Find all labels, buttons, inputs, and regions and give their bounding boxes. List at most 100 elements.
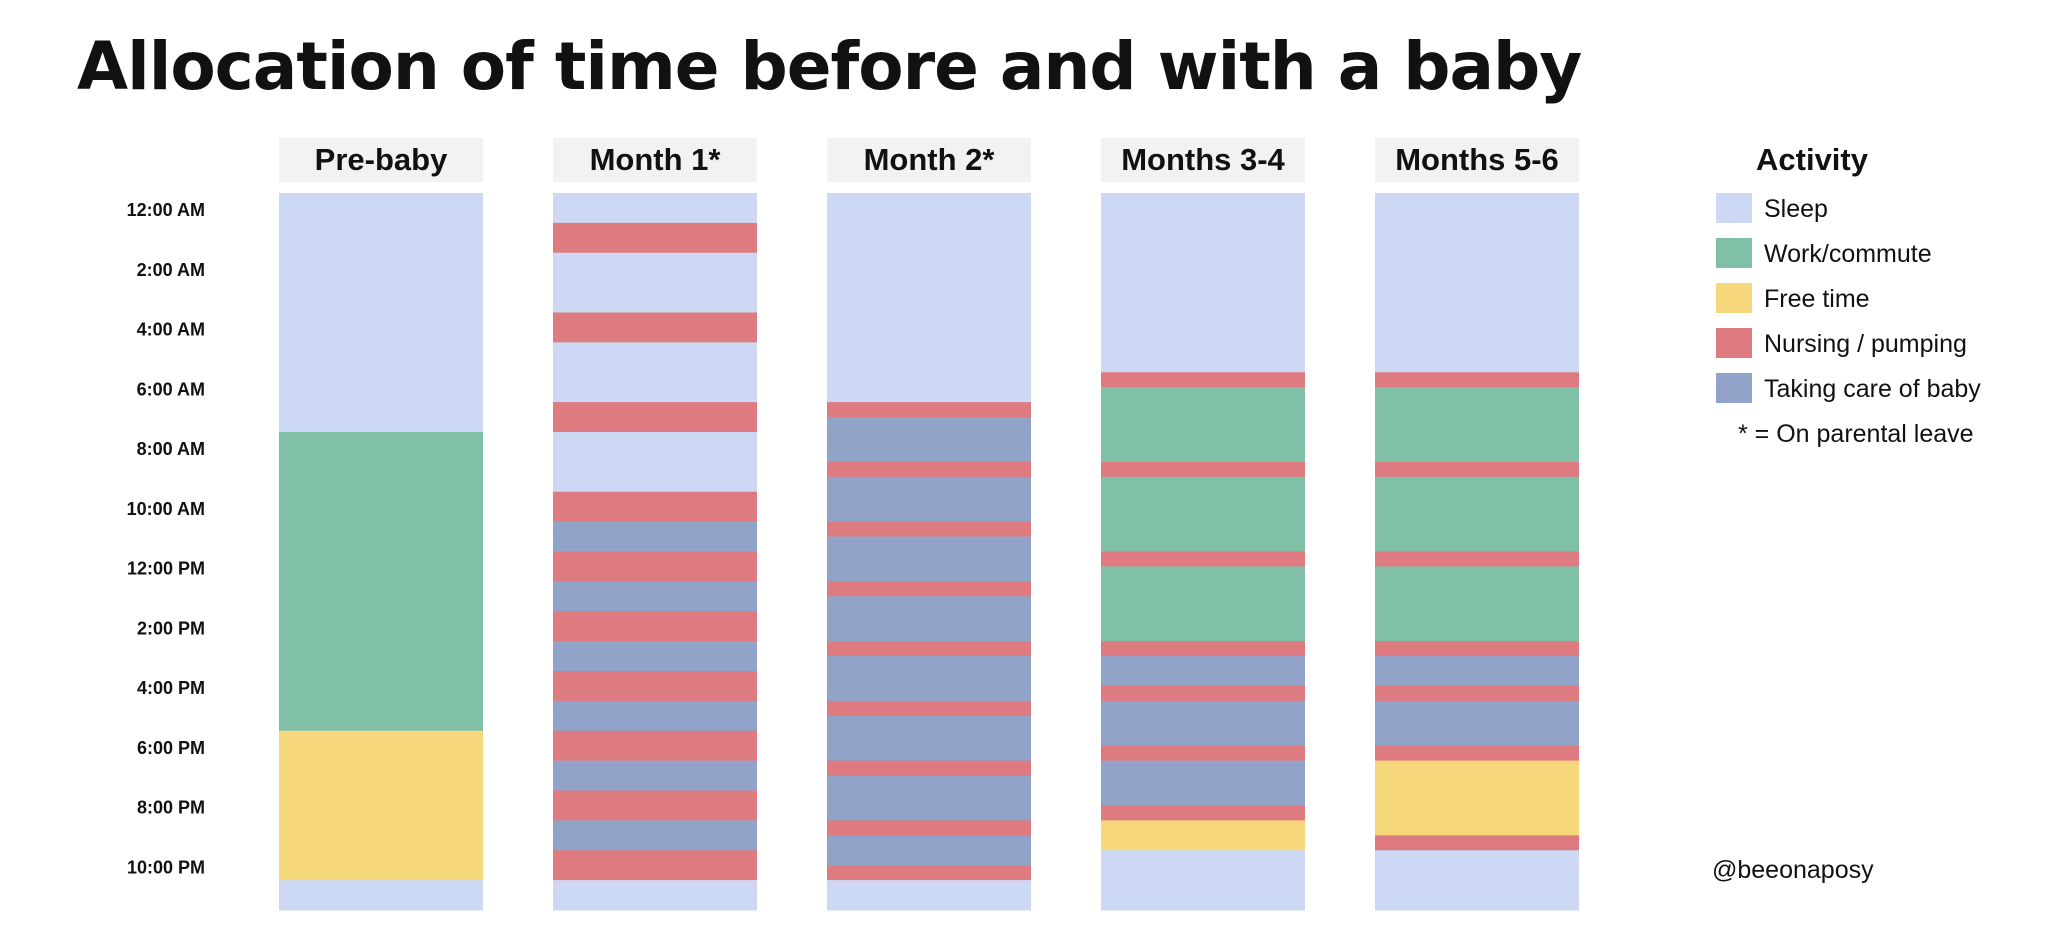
segment-nursing xyxy=(1101,551,1305,567)
legend-label: Free time xyxy=(1764,285,1870,313)
segment-nursing xyxy=(827,581,1031,597)
segment-nursing xyxy=(553,730,757,762)
column-header-bg xyxy=(827,138,1031,182)
y-tick-label: 12:00 PM xyxy=(127,559,205,579)
segment-baby xyxy=(553,581,757,612)
segment-sleep xyxy=(1101,193,1305,373)
segment-baby xyxy=(1101,700,1305,747)
column-header-bg xyxy=(553,138,757,182)
segment-baby xyxy=(1375,656,1579,687)
segment-baby xyxy=(553,820,757,851)
segment-sleep xyxy=(553,252,757,313)
segment-sleep xyxy=(1375,193,1579,373)
segment-nursing xyxy=(1375,372,1579,388)
segment-sleep xyxy=(1375,850,1579,911)
segment-nursing xyxy=(1375,551,1579,567)
segment-work xyxy=(1375,566,1579,642)
column-3: Months 3-4 xyxy=(1101,138,1305,911)
legend-label: Sleep xyxy=(1764,195,1828,223)
segment-sleep xyxy=(553,342,757,403)
segment-nursing xyxy=(827,700,1031,717)
y-tick-label: 4:00 AM xyxy=(137,320,205,340)
segment-nursing xyxy=(827,402,1031,418)
segment-nursing xyxy=(553,222,757,254)
segment-nursing xyxy=(553,551,757,582)
segment-nursing xyxy=(827,641,1031,657)
segment-nursing xyxy=(553,611,757,642)
legend-swatch xyxy=(1716,328,1752,358)
segment-nursing xyxy=(1375,685,1579,702)
legend-label: Work/commute xyxy=(1764,240,1932,268)
column-header-label: Month 2* xyxy=(864,142,996,177)
y-tick-label: 8:00 PM xyxy=(137,798,205,818)
column-header-label: Month 1* xyxy=(590,142,722,177)
legend: Activity Sleep Work/commute Free time Nursin… xyxy=(1716,142,1981,448)
column-header-label: Pre-baby xyxy=(315,142,448,177)
column-header: Month 2* xyxy=(827,138,1031,182)
segment-nursing xyxy=(553,402,757,433)
author-credit: @beeonaposy xyxy=(1712,856,1874,884)
segment-nursing xyxy=(827,820,1031,836)
segment-work xyxy=(1375,476,1579,552)
segment-nursing xyxy=(1101,805,1305,821)
segment-work xyxy=(1101,387,1305,463)
y-tick-label: 10:00 AM xyxy=(127,499,205,519)
y-tick-label: 4:00 PM xyxy=(137,678,205,698)
legend-swatch xyxy=(1716,283,1752,313)
y-tick-label: 6:00 PM xyxy=(137,738,205,758)
segment-nursing xyxy=(553,491,757,523)
segment-sleep xyxy=(827,880,1031,911)
column-header: Months 5-6 xyxy=(1375,138,1579,182)
segment-work xyxy=(279,432,483,732)
segment-nursing xyxy=(827,461,1031,478)
segment-sleep xyxy=(553,880,757,911)
segment-baby xyxy=(1101,656,1305,687)
legend-item-baby: Taking care of baby xyxy=(1716,373,1981,403)
segment-baby xyxy=(553,641,757,672)
y-tick-label: 10:00 PM xyxy=(127,857,205,877)
segment-nursing xyxy=(1101,685,1305,702)
segment-nursing xyxy=(1375,461,1579,478)
y-tick-label: 12:00 AM xyxy=(127,200,205,220)
legend-item-work: Work/commute xyxy=(1716,238,1932,268)
segment-sleep xyxy=(279,880,483,911)
y-tick-label: 6:00 AM xyxy=(137,379,205,399)
y-tick-label: 2:00 AM xyxy=(137,260,205,280)
legend-title: Activity xyxy=(1756,142,1869,177)
segment-work xyxy=(1375,387,1579,463)
y-tick-label: 2:00 PM xyxy=(137,618,205,638)
chart-columns: Pre-baby Month 1* Month 2* Months 3-4 Months… xyxy=(279,138,1579,911)
legend-label: Nursing / pumping xyxy=(1764,330,1967,358)
segment-baby xyxy=(827,536,1031,582)
segment-baby xyxy=(1375,700,1579,747)
segment-nursing xyxy=(1101,745,1305,762)
column-header: Month 1* xyxy=(553,138,757,182)
segment-free xyxy=(279,730,483,881)
column-header-label: Months 5-6 xyxy=(1395,142,1559,177)
column-header: Pre-baby xyxy=(279,138,483,182)
legend-label: Taking care of baby xyxy=(1764,375,1981,403)
segment-sleep xyxy=(827,193,1031,403)
segment-nursing xyxy=(1375,745,1579,762)
segment-nursing xyxy=(827,521,1031,537)
segment-nursing xyxy=(553,790,757,821)
segment-sleep xyxy=(279,193,483,433)
segment-baby xyxy=(827,835,1031,866)
legend-note: * = On parental leave xyxy=(1738,420,1974,448)
segment-free xyxy=(1101,820,1305,851)
column-0: Pre-baby xyxy=(279,138,483,911)
segment-nursing xyxy=(553,850,757,881)
segment-baby xyxy=(827,417,1031,463)
column-2: Month 2* xyxy=(827,138,1031,911)
segment-baby xyxy=(553,760,757,791)
segment-nursing xyxy=(553,671,757,702)
legend-swatch xyxy=(1716,373,1752,403)
y-tick-label: 8:00 AM xyxy=(137,439,205,459)
column-header-bg xyxy=(279,138,483,182)
segment-work xyxy=(1101,476,1305,552)
segment-baby xyxy=(827,715,1031,762)
segment-baby xyxy=(1101,760,1305,806)
segment-free xyxy=(1375,760,1579,836)
segment-sleep xyxy=(1101,850,1305,911)
